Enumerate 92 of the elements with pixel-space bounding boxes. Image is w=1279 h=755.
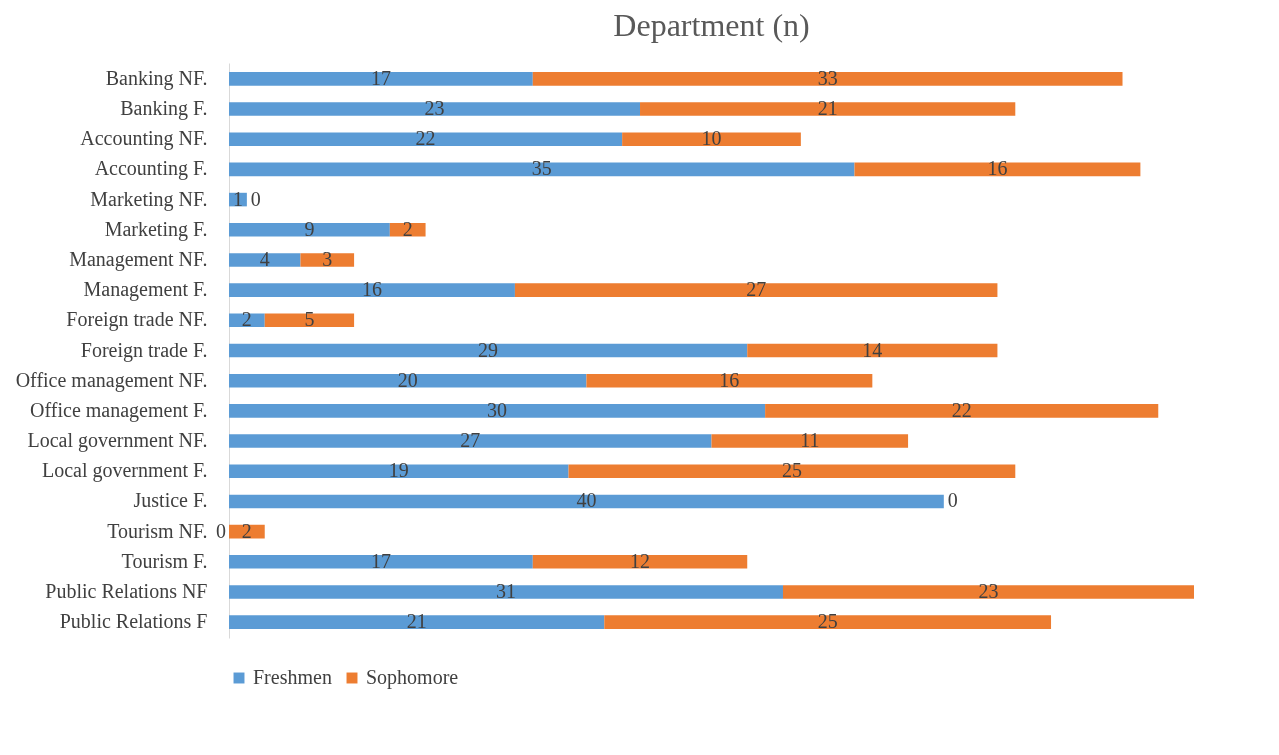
data-label: 31: [495, 579, 516, 602]
data-label: 20: [397, 368, 418, 391]
bar: [229, 373, 587, 388]
bar: [229, 222, 390, 237]
bar: [514, 283, 998, 297]
y-tick-label: Accounting NF.: [80, 127, 208, 151]
data-label: 40: [576, 489, 597, 512]
data-label: 19: [388, 459, 409, 482]
data-label: 16: [361, 278, 382, 301]
data-label: 3: [322, 247, 333, 270]
y-tick-label: Office management NF.: [15, 368, 208, 392]
y-tick-label: Local government F.: [41, 459, 208, 483]
bar: [604, 615, 1052, 629]
data-label: 0: [947, 489, 958, 512]
bar: [229, 162, 855, 177]
data-label: 4: [259, 247, 270, 270]
bar: [229, 132, 623, 147]
data-label: 27: [460, 429, 481, 452]
data-label: 2: [241, 519, 252, 542]
y-tick-label: Foreign trade F.: [80, 338, 208, 362]
legend-label: Sophomore: [366, 666, 459, 689]
y-tick-label: Management F.: [83, 278, 208, 302]
y-tick-label: Banking NF.: [105, 66, 208, 90]
bar: [389, 222, 426, 237]
y-tick-label: Marketing F.: [104, 217, 208, 241]
bar: [640, 102, 1016, 116]
data-label: 10: [701, 127, 722, 150]
data-label: 23: [424, 97, 445, 120]
bar: [229, 615, 605, 629]
legend-label: Freshmen: [253, 666, 332, 688]
bar: [229, 253, 301, 267]
bar: [229, 404, 766, 418]
bar: [229, 343, 748, 358]
y-tick-label: Local government NF.: [27, 429, 208, 453]
y-tick-label: Tourism F.: [121, 549, 208, 572]
bar: [747, 343, 998, 358]
bar: [229, 494, 944, 509]
data-label: 1: [232, 187, 243, 210]
y-tick-label: Foreign trade NF.: [66, 308, 208, 332]
bar: [568, 464, 1016, 479]
y-tick-label: Public Relations NF: [45, 579, 208, 602]
bar: [782, 585, 1194, 599]
y-tick-label: Management NF.: [69, 247, 208, 271]
data-label: 25: [817, 610, 838, 633]
data-label: 35: [531, 157, 552, 180]
y-tick-label: Accounting F.: [94, 157, 208, 181]
data-label: 27: [746, 278, 767, 301]
bar: [229, 72, 533, 86]
data-label: 5: [304, 308, 315, 331]
bar: [229, 585, 783, 599]
bar: [711, 434, 909, 448]
data-label: 23: [978, 579, 999, 602]
data-label: 16: [719, 368, 740, 391]
y-tick-label: Public Relations F: [59, 610, 208, 633]
data-label: 11: [800, 429, 820, 452]
chart-title: Department (n): [613, 7, 810, 43]
bar: [229, 283, 515, 297]
bar: [765, 404, 1159, 418]
bar: [300, 253, 355, 267]
data-label: 17: [370, 66, 391, 89]
data-label: 21: [817, 97, 838, 120]
bar: [586, 373, 873, 388]
y-tick-label: Marketing NF.: [90, 187, 208, 211]
bar: [622, 132, 801, 147]
bar: [229, 554, 533, 569]
data-label: 0: [250, 187, 261, 210]
bar: [229, 464, 569, 479]
y-tick-label: Justice F.: [133, 489, 208, 512]
bar: [532, 72, 1123, 86]
data-label: 30: [487, 398, 508, 421]
y-tick-label: Tourism NF.: [107, 519, 208, 542]
bar: [264, 313, 355, 328]
data-label: 9: [304, 217, 315, 240]
bar: [532, 554, 748, 569]
data-label: 2: [402, 217, 413, 240]
bar: [854, 162, 1141, 177]
data-label: 22: [951, 398, 972, 421]
data-label: 14: [862, 338, 883, 361]
data-label: 12: [630, 549, 651, 572]
data-label: 2: [241, 308, 252, 331]
data-label: 17: [370, 549, 391, 572]
data-label: 0: [216, 519, 226, 542]
data-label: 29: [478, 338, 499, 361]
data-label: 22: [415, 127, 436, 150]
data-label: 21: [406, 610, 427, 633]
y-tick-label: Banking F.: [120, 97, 208, 121]
data-label: 33: [817, 66, 838, 89]
data-label: 25: [781, 459, 802, 482]
data-label: 16: [987, 157, 1008, 180]
y-tick-label: Office management F.: [30, 398, 208, 422]
bar: [229, 102, 641, 116]
bar: [229, 434, 712, 448]
